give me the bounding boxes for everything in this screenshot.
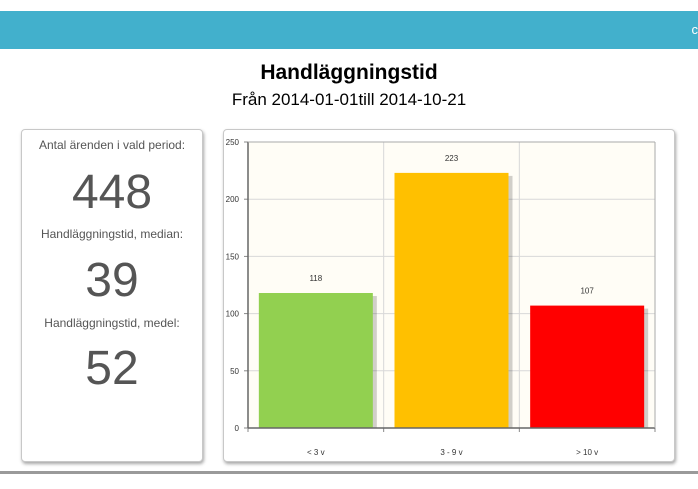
y-tick-label: 0	[235, 424, 240, 433]
x-tick-label: 3 - 9 v	[440, 448, 462, 457]
data-label: 118	[309, 274, 322, 283]
x-tick-label: > 10 v	[576, 448, 598, 457]
y-tick-label: 50	[230, 367, 239, 376]
median-label: Handläggningstid, median:	[40, 227, 184, 241]
report-title: Handläggningstid	[260, 61, 438, 84]
bar-2	[394, 172, 509, 428]
y-tick-label: 200	[226, 195, 240, 204]
y-tick-label: 250	[226, 138, 240, 147]
data-label: 107	[580, 287, 594, 296]
count-label: Antal ärenden i vald period:	[38, 138, 186, 152]
bar-3	[530, 305, 645, 428]
bar-1	[258, 293, 373, 428]
median-value: 39	[85, 254, 139, 307]
count-value: 448	[71, 166, 153, 219]
y-tick-label: 100	[226, 310, 240, 319]
stats-panel: Antal ärenden i vald period: 448 Handläg…	[21, 129, 203, 462]
mean-value: 52	[85, 342, 139, 395]
bottom-divider	[0, 471, 698, 474]
top-bar: c	[0, 11, 698, 49]
report-subtitle: Från 2014-01-01till 2014-10-21	[231, 90, 467, 109]
y-tick-label: 150	[226, 252, 240, 261]
x-tick-label: < 3 v	[307, 448, 325, 457]
bar-chart: 0 50 100 150 200 250 118 < 3 v 223 3 - 9 v 107 > 10…	[226, 138, 656, 457]
mean-label: Handläggningstid, medel:	[44, 316, 180, 330]
top-bar-corner-icon: c	[691, 22, 698, 37]
data-label: 223	[445, 154, 459, 163]
chart-panel: 0 50 100 150 200 250 118 < 3 v 223 3 - 9 v 107 > 10…	[223, 129, 675, 462]
